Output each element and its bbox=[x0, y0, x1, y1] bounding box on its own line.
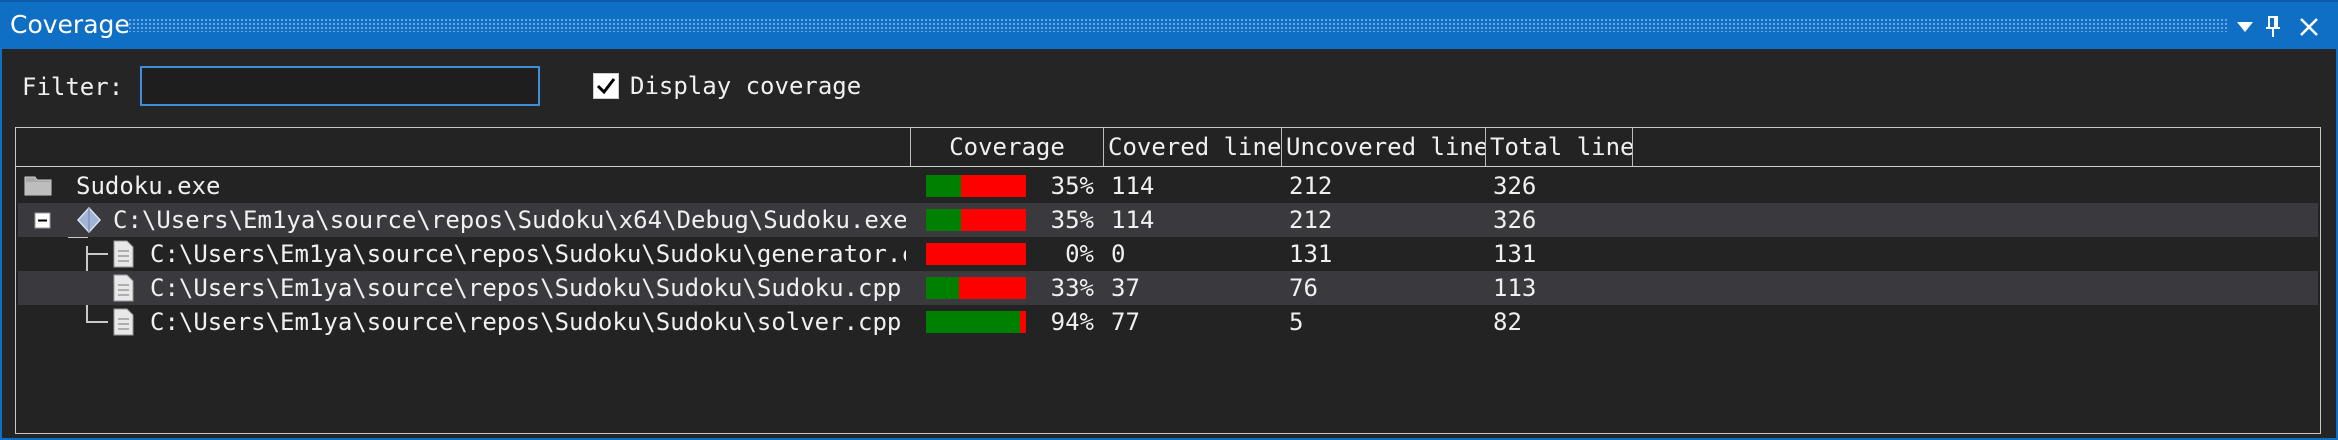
pin-icon[interactable] bbox=[2258, 12, 2288, 42]
coverage-bar bbox=[926, 175, 1026, 197]
coverage-percent: 33% bbox=[1050, 274, 1094, 302]
uncovered-count: 212 bbox=[1289, 206, 1333, 234]
coverage-percent: 35% bbox=[1050, 206, 1094, 234]
covered-count: 37 bbox=[1111, 274, 1140, 302]
header-coverage[interactable]: Coverage bbox=[911, 128, 1104, 166]
file-icon bbox=[110, 271, 140, 305]
folder-icon bbox=[23, 169, 63, 203]
header-total-line[interactable]: Total line bbox=[1486, 128, 1633, 166]
uncovered-count: 76 bbox=[1289, 274, 1318, 302]
row-name: C:\Users\Em1ya\source\repos\Sudoku\Sudok… bbox=[150, 308, 902, 336]
file-icon bbox=[110, 305, 140, 339]
filter-label: Filter: bbox=[22, 73, 124, 101]
coverage-percent: 94% bbox=[1050, 308, 1094, 336]
total-count: 131 bbox=[1493, 240, 1537, 268]
header-covered-line[interactable]: Covered line bbox=[1104, 128, 1282, 166]
coverage-percent: 0% bbox=[1065, 240, 1094, 268]
uncovered-count: 212 bbox=[1289, 172, 1333, 200]
table-row[interactable]: C:\Users\Em1ya\source\repos\Sudoku\Sudok… bbox=[18, 305, 2318, 339]
window-title: Coverage bbox=[10, 10, 130, 39]
grid-header: Coverage Covered line Uncovered line Tot… bbox=[16, 128, 2320, 167]
filter-input[interactable] bbox=[140, 66, 540, 106]
coverage-percent: 35% bbox=[1050, 172, 1094, 200]
table-row[interactable]: C:\Users\Em1ya\source\repos\Sudoku\x64\D… bbox=[18, 203, 2318, 237]
uncovered-count: 131 bbox=[1289, 240, 1333, 268]
display-coverage-checkbox[interactable] bbox=[593, 73, 619, 99]
covered-count: 114 bbox=[1111, 206, 1155, 234]
module-icon bbox=[75, 203, 105, 237]
title-bar: Coverage bbox=[0, 0, 2338, 49]
header-uncovered-line[interactable]: Uncovered line bbox=[1282, 128, 1486, 166]
check-icon bbox=[596, 78, 616, 95]
coverage-bar bbox=[926, 209, 1026, 231]
uncovered-count: 5 bbox=[1289, 308, 1304, 336]
dropdown-icon[interactable] bbox=[2230, 12, 2260, 42]
total-count: 82 bbox=[1493, 308, 1522, 336]
coverage-bar bbox=[926, 243, 1026, 265]
coverage-bar bbox=[926, 311, 1026, 333]
display-coverage-label[interactable]: Display coverage bbox=[630, 72, 862, 100]
coverage-bar bbox=[926, 277, 1026, 299]
header-name[interactable] bbox=[16, 128, 911, 166]
collapse-icon[interactable] bbox=[32, 203, 56, 237]
close-icon[interactable] bbox=[2294, 12, 2324, 42]
window-frame bbox=[0, 49, 2338, 440]
table-row[interactable]: C:\Users\Em1ya\source\repos\Sudoku\Sudok… bbox=[18, 237, 2318, 271]
table-row[interactable]: C:\Users\Em1ya\source\repos\Sudoku\Sudok… bbox=[18, 271, 2318, 305]
covered-count: 0 bbox=[1111, 240, 1126, 268]
row-name: C:\Users\Em1ya\source\repos\Sudoku\Sudok… bbox=[150, 240, 906, 268]
covered-count: 77 bbox=[1111, 308, 1140, 336]
coverage-grid: Coverage Covered line Uncovered line Tot… bbox=[15, 127, 2321, 434]
total-count: 326 bbox=[1493, 206, 1537, 234]
table-row[interactable]: Sudoku.exe 35% 114 212 326 bbox=[18, 169, 2318, 203]
row-name: Sudoku.exe bbox=[76, 172, 221, 200]
total-count: 326 bbox=[1493, 172, 1537, 200]
total-count: 113 bbox=[1493, 274, 1537, 302]
row-name: C:\Users\Em1ya\source\repos\Sudoku\Sudok… bbox=[150, 274, 902, 302]
covered-count: 114 bbox=[1111, 172, 1155, 200]
title-bar-grip[interactable] bbox=[128, 18, 2228, 32]
row-name: C:\Users\Em1ya\source\repos\Sudoku\x64\D… bbox=[113, 206, 906, 234]
file-icon bbox=[110, 237, 140, 271]
